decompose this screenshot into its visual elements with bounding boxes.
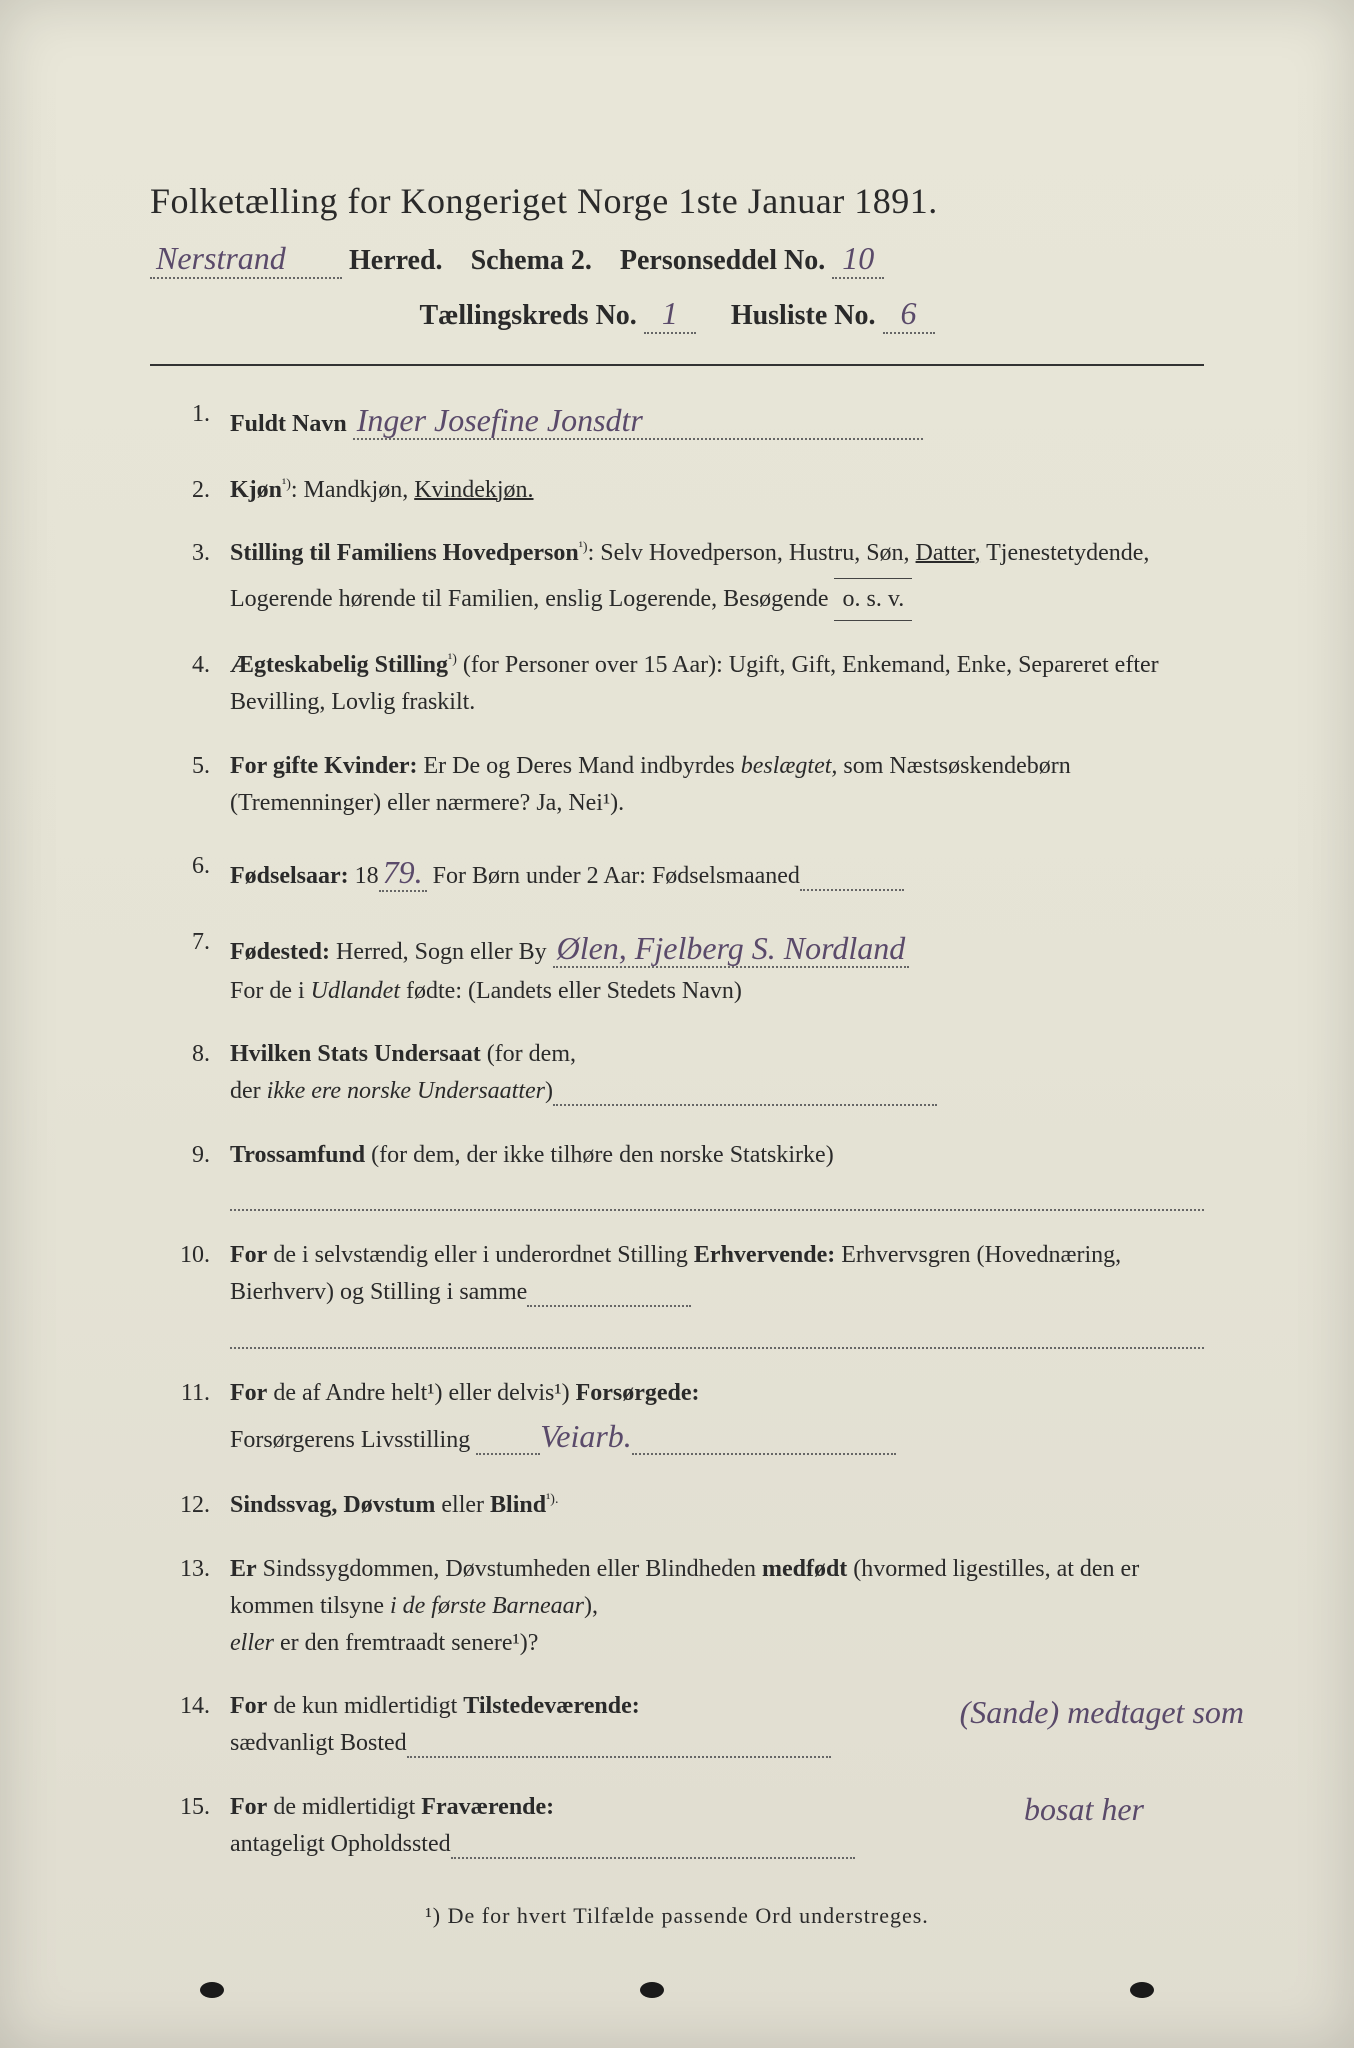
item-label: For gifte Kvinder: <box>230 753 418 779</box>
ink-spot-icon <box>1130 1982 1154 1998</box>
item-num: 4. <box>150 647 230 721</box>
item-num: 14. <box>150 1688 230 1762</box>
item-num: 5. <box>150 748 230 822</box>
provider-hw: Veiarb. <box>540 1418 632 1454</box>
item-13: 13. Er Sindssygdommen, Døvstumheden elle… <box>150 1551 1204 1663</box>
item-num: 6. <box>150 848 230 898</box>
item-num: 11. <box>150 1375 230 1462</box>
item-label: Fødested: <box>230 939 330 965</box>
husliste-label: Husliste No. <box>731 300 876 331</box>
item-5: 5. For gifte Kvinder: Er De og Deres Man… <box>150 748 1204 822</box>
schema-label: Schema 2. <box>471 245 592 276</box>
form-header: Folketælling for Kongeriget Norge 1ste J… <box>150 180 1204 334</box>
item-num: 13. <box>150 1551 230 1663</box>
form-title: Folketælling for Kongeriget Norge 1ste J… <box>150 180 1204 222</box>
item-label: Fødselsaar: <box>230 863 349 889</box>
item-label: Stilling til Familiens Hovedperson <box>230 540 579 566</box>
item-12: 12. Sindssvag, Døvstum eller Blind¹). <box>150 1487 1204 1524</box>
item-label: For <box>230 1380 267 1406</box>
item-num: 12. <box>150 1487 230 1524</box>
relation-underlined: Datter, <box>916 540 981 566</box>
item-11: 11. For de af Andre helt¹) eller delvis¹… <box>150 1375 1204 1462</box>
item-label: Hvilken Stats Undersaat <box>230 1041 481 1067</box>
item-num: 7. <box>150 924 230 1011</box>
kreds-no: 1 <box>644 295 696 334</box>
item-label: Fuldt Navn <box>230 411 347 437</box>
birthplace-hw: Ølen, Fjelberg S. Nordland <box>553 930 910 968</box>
personseddel-no: 10 <box>832 240 884 279</box>
header-divider <box>150 364 1204 366</box>
name-handwritten: Inger Josefine Jonsdtr <box>353 402 923 440</box>
item-label: For <box>230 1693 267 1719</box>
item-4: 4. Ægteskabelig Stilling¹) (for Personer… <box>150 647 1204 721</box>
item-label: Trossamfund <box>230 1142 365 1168</box>
item-14: 14. For de kun midlertidigt Tilstedevære… <box>150 1688 1204 1762</box>
annotation-15-hw: bosat her <box>1024 1785 1144 1835</box>
item-label: Kjøn <box>230 477 282 503</box>
sex-underlined: Kvindekjøn. <box>414 477 533 503</box>
item-8: 8. Hvilken Stats Undersaat (for dem, der… <box>150 1036 1204 1110</box>
item-7: 7. Fødested: Herred, Sogn eller By Ølen,… <box>150 924 1204 1011</box>
item-label: Ægteskabelig Stilling <box>230 652 448 678</box>
item-2: 2. Kjøn¹): Mandkjøn, Kvindekjøn. <box>150 472 1204 509</box>
item-num: 15. <box>150 1789 230 1863</box>
osv-box: o. s. v. <box>834 578 912 621</box>
husliste-no: 6 <box>883 295 935 334</box>
footnote: ¹) De for hvert Tilfælde passende Ord un… <box>150 1903 1204 1929</box>
item-label: For <box>230 1794 267 1820</box>
item-num: 10. <box>150 1237 230 1349</box>
item-9: 9. Trossamfund (for dem, der ikke tilhør… <box>150 1137 1204 1211</box>
kreds-label: Tællingskreds No. <box>419 300 636 331</box>
item-1: 1. Fuldt Navn Inger Josefine Jonsdtr <box>150 396 1204 446</box>
personseddel-label: Personseddel No. <box>620 245 825 276</box>
item-num: 9. <box>150 1137 230 1211</box>
item-label: For <box>230 1242 267 1268</box>
herred-handwritten: Nerstrand <box>150 240 342 279</box>
annotation-14-hw: (Sande) medtaget som <box>960 1688 1244 1738</box>
item-num: 2. <box>150 472 230 509</box>
item-15: 15. For de midlertidigt Fraværende: anta… <box>150 1789 1204 1863</box>
header-line-3: Tællingskreds No. 1 Husliste No. 6 <box>150 295 1204 334</box>
ink-spot-icon <box>640 1982 664 1998</box>
item-num: 1. <box>150 396 230 446</box>
item-3: 3. Stilling til Familiens Hovedperson¹):… <box>150 535 1204 621</box>
header-line-2: Nerstrand Herred. Schema 2. Personseddel… <box>150 240 1204 279</box>
birth-year-hw: 79. <box>379 854 427 892</box>
item-label: Sindssvag, Døvstum <box>230 1492 435 1518</box>
herred-label: Herred. <box>349 245 443 276</box>
census-form-page: Folketælling for Kongeriget Norge 1ste J… <box>0 0 1354 2048</box>
item-num: 3. <box>150 535 230 621</box>
ink-spot-icon <box>200 1982 224 1998</box>
item-label: Er <box>230 1556 257 1582</box>
item-6: 6. Fødselsaar: 1879. For Børn under 2 Aa… <box>150 848 1204 898</box>
item-10: 10. For de i selvstændig eller i underor… <box>150 1237 1204 1349</box>
item-num: 8. <box>150 1036 230 1110</box>
